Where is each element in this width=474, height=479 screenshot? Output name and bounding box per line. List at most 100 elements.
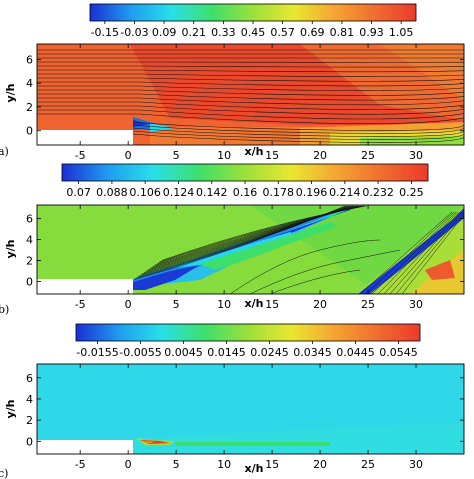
colorbar-tick-label: 0.16 bbox=[233, 186, 258, 199]
colorbar-tick-label: 0.21 bbox=[181, 26, 206, 39]
streamline bbox=[132, 133, 464, 143]
streamline bbox=[37, 81, 464, 87]
streamline bbox=[37, 101, 464, 110]
contour-line bbox=[383, 211, 461, 294]
colorbar-tick-label: 0.81 bbox=[330, 26, 355, 39]
contour-line bbox=[389, 211, 463, 294]
colorbar-tick-label: 0.178 bbox=[263, 186, 295, 199]
ytick-label: 4 bbox=[26, 77, 33, 90]
ytick-label: 0 bbox=[26, 275, 33, 288]
xtick-label: 5 bbox=[173, 298, 180, 311]
streamline bbox=[37, 73, 464, 77]
yaxis-a-ticks: 0 2 4 6 bbox=[26, 53, 464, 138]
colorbar-c bbox=[75, 323, 421, 342]
xtick-label: 25 bbox=[361, 298, 375, 311]
xtick-label: 5 bbox=[173, 458, 180, 471]
panel-a: -0.15 -0.03 0.09 0.21 0.33 0.45 0.57 0.69 0.81 0.… bbox=[0, 3, 465, 162]
colorbar-b bbox=[61, 163, 429, 182]
xtick-label: 0 bbox=[125, 298, 132, 311]
contour-line bbox=[249, 249, 401, 294]
streamline bbox=[132, 130, 464, 140]
ytick-label: 2 bbox=[26, 414, 33, 427]
colorbar-tick-label: 0.124 bbox=[163, 186, 195, 199]
colorbar-tick-label: -0.0055 bbox=[119, 346, 161, 359]
xtick-label: 0 bbox=[125, 458, 132, 471]
streamline bbox=[132, 124, 464, 134]
ytick-label: 4 bbox=[26, 393, 33, 406]
xtick-label: 15 bbox=[265, 149, 279, 162]
xtick-label: 10 bbox=[217, 149, 231, 162]
contour-line bbox=[395, 211, 464, 294]
streamline bbox=[37, 65, 464, 68]
panel-c: -0.0155 -0.0055 0.0045 0.0145 0.0245 0.0345 0.… bbox=[0, 323, 465, 479]
streamline bbox=[37, 77, 464, 82]
ytick-label: 6 bbox=[26, 372, 33, 385]
xtick-label: 30 bbox=[409, 298, 423, 311]
field-b bbox=[37, 205, 464, 294]
contour-line bbox=[359, 211, 453, 294]
xtick-label: 0 bbox=[125, 149, 132, 162]
colorbar-tick-label: 0.0445 bbox=[336, 346, 375, 359]
colorbar-a-ticks: -0.15 -0.03 0.09 0.21 0.33 0.45 0.57 0.69 0.81 0.… bbox=[91, 21, 413, 39]
colorbar-tick-label: 0.69 bbox=[300, 26, 325, 39]
ytick-label: 6 bbox=[26, 53, 33, 66]
streamline bbox=[37, 93, 464, 101]
contour-line bbox=[269, 269, 361, 294]
xtick-label: 10 bbox=[217, 458, 231, 471]
colorbar-tick-label: 0.232 bbox=[362, 186, 394, 199]
xlabel-a: x/h bbox=[245, 145, 264, 158]
xtick-label: 20 bbox=[313, 149, 327, 162]
xtick-label: -5 bbox=[75, 298, 86, 311]
streamline bbox=[37, 85, 464, 91]
streamline bbox=[37, 105, 464, 115]
colorbar-tick-label: 0.57 bbox=[270, 26, 295, 39]
contour-line bbox=[371, 211, 457, 294]
colorbar-tick-label: 0.106 bbox=[129, 186, 161, 199]
yaxis-c-ticks: 0 2 4 6 bbox=[26, 372, 464, 448]
streamline bbox=[37, 97, 464, 106]
colorbar-tick-label: 0.0345 bbox=[293, 346, 332, 359]
ylabel-b: y/h bbox=[4, 239, 17, 258]
xtick-label: 20 bbox=[313, 458, 327, 471]
colorbar-tick-label: -0.0155 bbox=[76, 346, 118, 359]
ytick-label: 4 bbox=[26, 234, 33, 247]
ylabel-c: y/h bbox=[4, 399, 17, 418]
xtick-label: -5 bbox=[75, 458, 86, 471]
streamline bbox=[37, 69, 464, 73]
streamline bbox=[37, 113, 464, 125]
colorbar-tick-label: 0.33 bbox=[211, 26, 236, 39]
colorbar-tick-label: 0.0245 bbox=[250, 346, 289, 359]
xtick-label: 25 bbox=[361, 149, 375, 162]
contour-line bbox=[229, 239, 381, 294]
colorbar-c-ticks: -0.0155 -0.0055 0.0045 0.0145 0.0245 0.0345 0.… bbox=[76, 341, 418, 359]
ylabel-a: y/h bbox=[4, 83, 17, 102]
xtick-label: 30 bbox=[409, 458, 423, 471]
xtick-label: 15 bbox=[265, 458, 279, 471]
colorbar-tick-label: 0.09 bbox=[152, 26, 177, 39]
ytick-label: 0 bbox=[26, 125, 33, 138]
yaxis-b-ticks: 0 2 4 6 bbox=[26, 213, 464, 288]
panel-label-c: c) bbox=[0, 467, 8, 479]
colorbar-b-ticks: 0.07 0.088 0.106 0.124 0.142 0.16 0.178 0.196 0.… bbox=[66, 181, 424, 199]
field-c bbox=[37, 364, 464, 454]
colorbar-tick-label: -0.15 bbox=[91, 26, 119, 39]
contour-line bbox=[377, 211, 459, 294]
xtick-label: -5 bbox=[75, 149, 86, 162]
xlabel-c: x/h bbox=[245, 462, 264, 475]
xaxis-c-ticks: -5 0 5 10 15 20 25 30 bbox=[75, 364, 423, 471]
colorbar-tick-label: 0.07 bbox=[66, 186, 91, 199]
contour-line bbox=[365, 211, 455, 294]
colorbar-tick-label: 0.0145 bbox=[207, 346, 246, 359]
colorbar-tick-label: 0.45 bbox=[241, 26, 266, 39]
xlabel-b: x/h bbox=[245, 297, 264, 310]
ytick-label: 0 bbox=[26, 435, 33, 448]
streamline bbox=[37, 109, 464, 120]
colorbar-tick-label: -0.03 bbox=[120, 26, 148, 39]
streamline bbox=[132, 127, 464, 137]
ytick-label: 2 bbox=[26, 101, 33, 114]
colorbar-tick-label: 0.196 bbox=[296, 186, 328, 199]
xtick-label: 25 bbox=[361, 458, 375, 471]
streamline bbox=[37, 89, 464, 96]
colorbar-tick-label: 0.25 bbox=[399, 186, 424, 199]
